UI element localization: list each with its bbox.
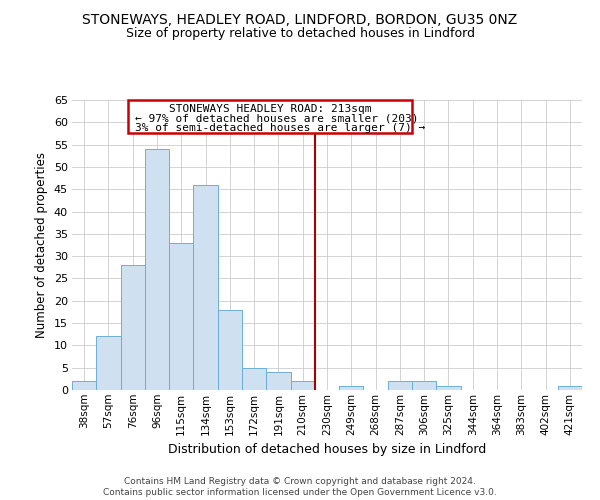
Text: ← 97% of detached houses are smaller (203): ← 97% of detached houses are smaller (20…: [135, 114, 419, 124]
Bar: [388, 381, 412, 390]
Bar: [218, 310, 242, 390]
Bar: [242, 368, 266, 390]
FancyBboxPatch shape: [128, 100, 412, 134]
Bar: [72, 381, 96, 390]
Bar: [290, 381, 315, 390]
Bar: [96, 336, 121, 390]
Bar: [145, 149, 169, 390]
Y-axis label: Number of detached properties: Number of detached properties: [35, 152, 48, 338]
Bar: [266, 372, 290, 390]
Bar: [339, 386, 364, 390]
X-axis label: Distribution of detached houses by size in Lindford: Distribution of detached houses by size …: [168, 443, 486, 456]
Bar: [558, 386, 582, 390]
Text: Contains HM Land Registry data © Crown copyright and database right 2024.: Contains HM Land Registry data © Crown c…: [124, 476, 476, 486]
Text: Contains public sector information licensed under the Open Government Licence v3: Contains public sector information licen…: [103, 488, 497, 497]
Bar: [412, 381, 436, 390]
Bar: [121, 265, 145, 390]
Text: 3% of semi-detached houses are larger (7) →: 3% of semi-detached houses are larger (7…: [135, 123, 425, 133]
Text: Size of property relative to detached houses in Lindford: Size of property relative to detached ho…: [125, 28, 475, 40]
Bar: [169, 243, 193, 390]
Text: STONEWAYS HEADLEY ROAD: 213sqm: STONEWAYS HEADLEY ROAD: 213sqm: [169, 104, 371, 114]
Bar: [436, 386, 461, 390]
Bar: [193, 185, 218, 390]
Text: STONEWAYS, HEADLEY ROAD, LINDFORD, BORDON, GU35 0NZ: STONEWAYS, HEADLEY ROAD, LINDFORD, BORDO…: [82, 12, 518, 26]
